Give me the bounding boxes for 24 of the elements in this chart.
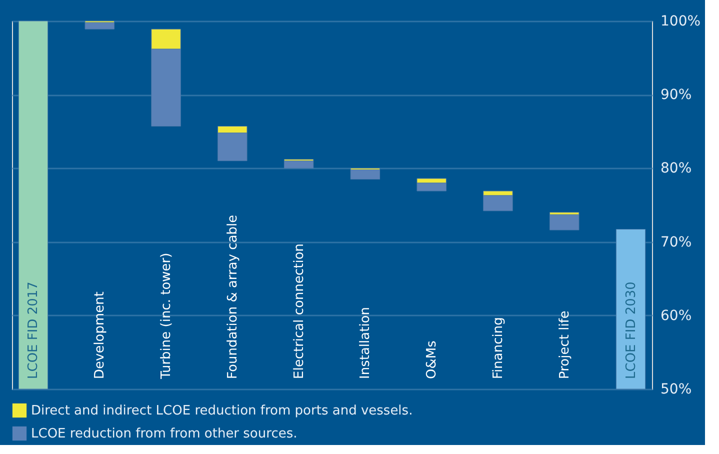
y-tick-label: 100% (660, 14, 701, 30)
y-tick-label: 80% (660, 160, 692, 177)
x-tick-label: Foundation & array cable (225, 214, 240, 379)
bar (350, 169, 380, 180)
x-tick-label: Turbine (inc. tower) (159, 252, 174, 380)
x-tick-label: Project life (557, 310, 572, 379)
x-tick-label: Financing (490, 317, 506, 379)
legend-label: Direct and indirect LCOE reduction from ports and vessels. (31, 404, 413, 418)
bar (84, 22, 114, 30)
x-tick-label: Electrical connection (292, 243, 307, 379)
x-tick-label: LCOE FID 2017 (26, 282, 42, 379)
y-tick-label: 90% (660, 87, 692, 104)
bar (550, 214, 580, 230)
bar (18, 20, 48, 390)
x-tick-label: Development (92, 291, 108, 379)
bar (616, 229, 646, 390)
legend-label: LCOE reduction from from other sources. (31, 426, 298, 442)
x-tick-label: LCOE FID 2030 (624, 282, 639, 379)
x-tick-label: O&Ms (424, 340, 440, 379)
bar (284, 160, 314, 168)
y-tick-label: 60% (660, 308, 692, 324)
y-tick-label: 70% (660, 234, 692, 250)
y-tick-label: 50% (660, 382, 692, 398)
x-tick-label: Installation (358, 306, 374, 379)
